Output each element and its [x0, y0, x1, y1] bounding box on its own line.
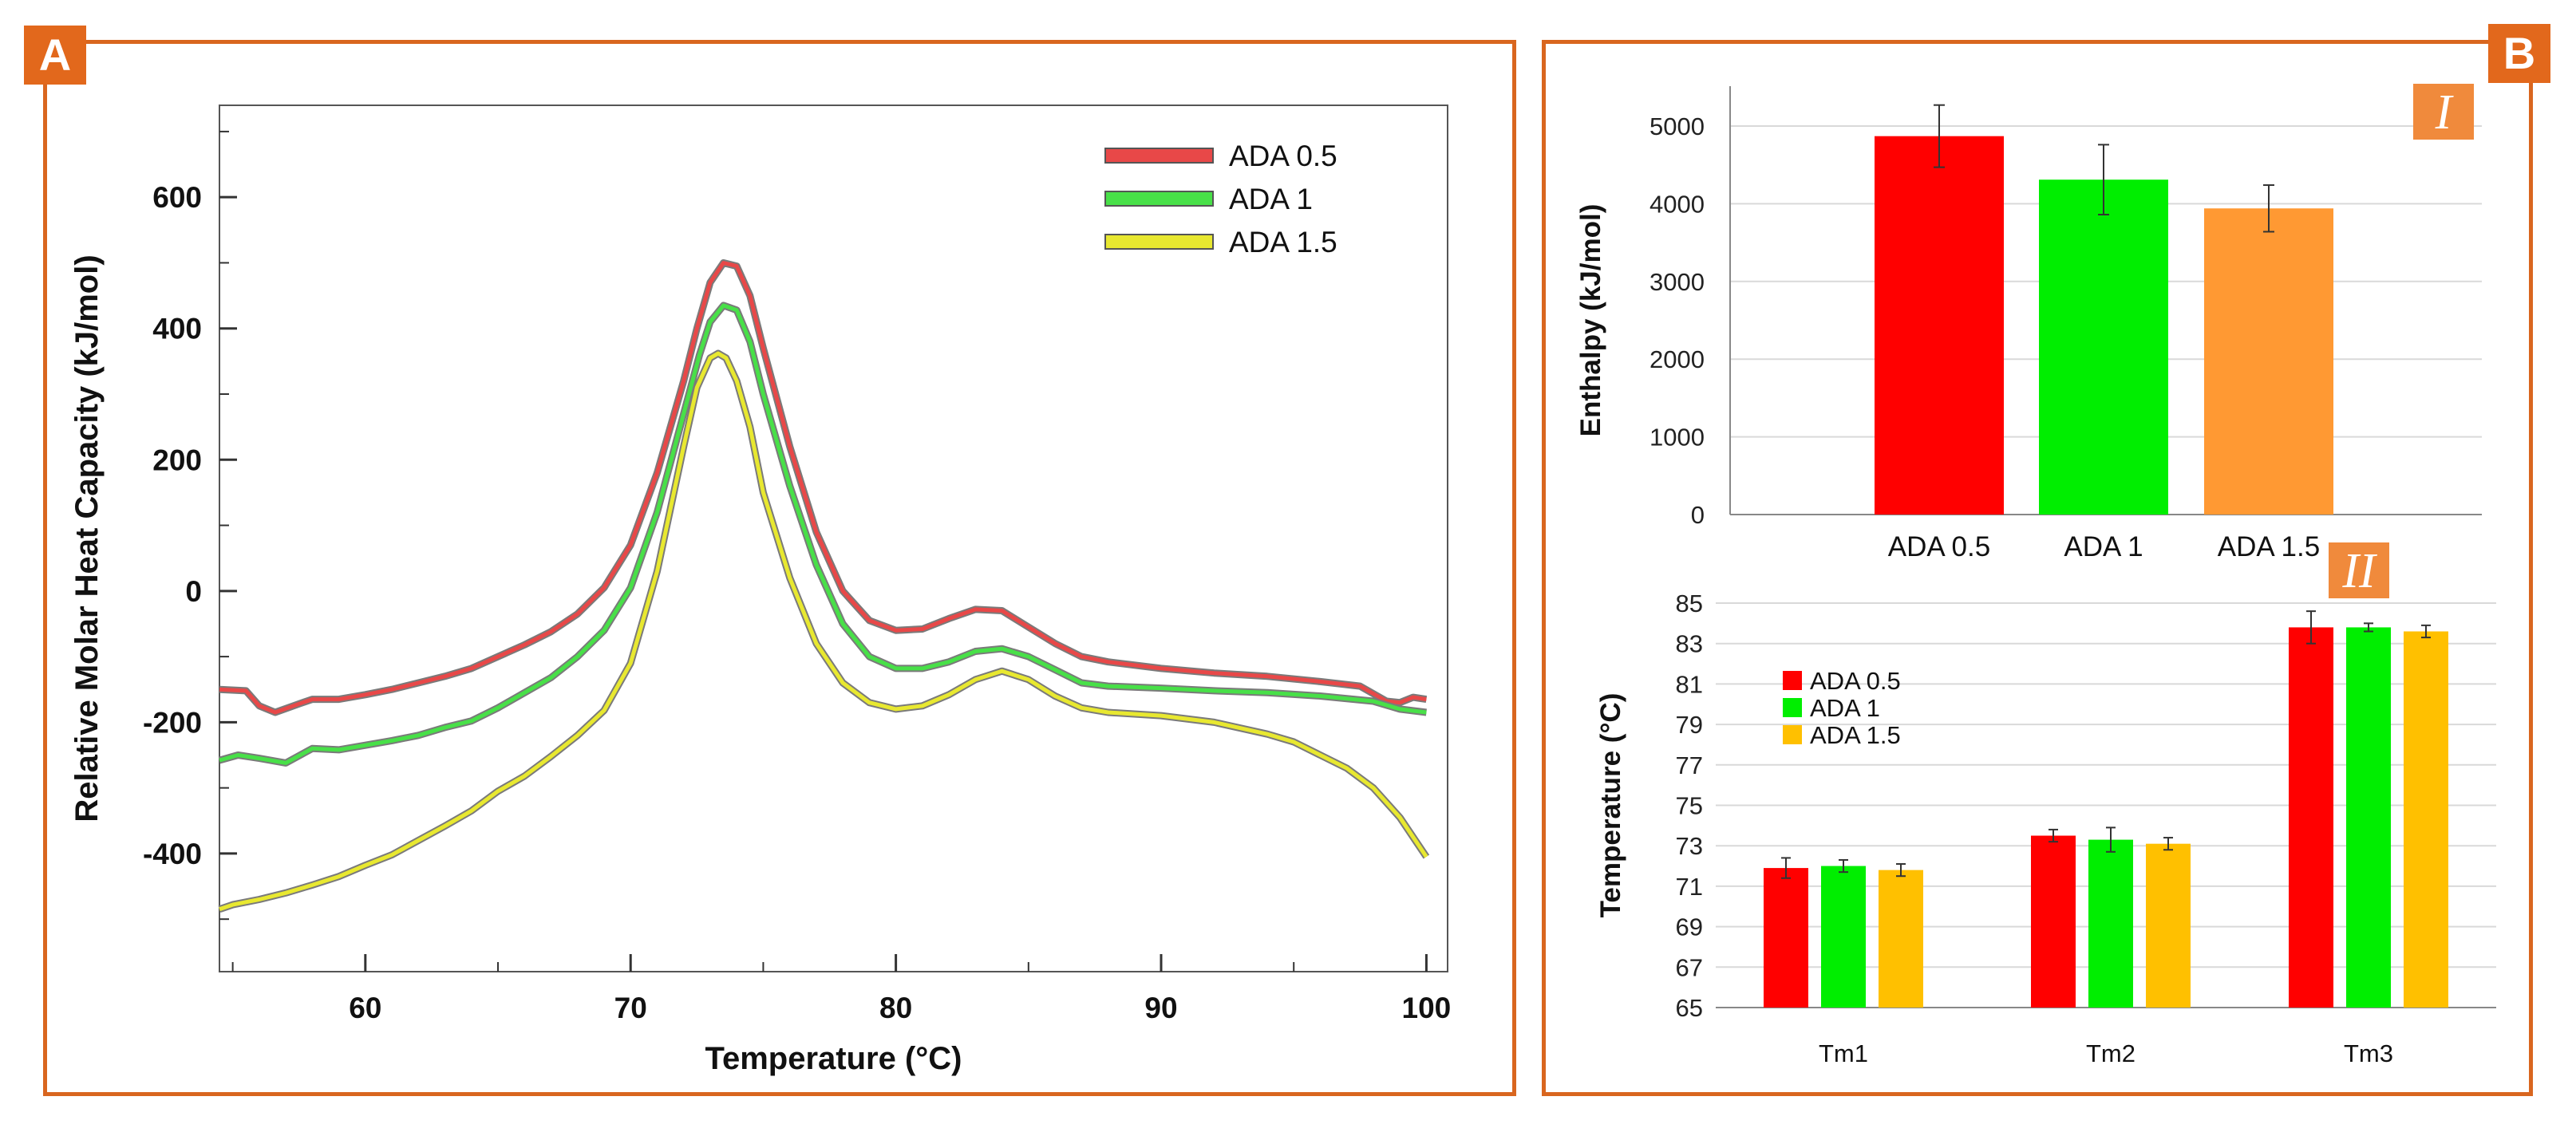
- roman-label-box: [2413, 84, 2474, 140]
- x-tick-label: 90: [1144, 992, 1177, 1024]
- x-axis-title: Temperature (°C): [705, 1041, 962, 1076]
- series-line-ADA-1.5: [219, 351, 1428, 912]
- roman-label: II: [2341, 544, 2378, 598]
- y-tick-label: 85: [1676, 590, 1703, 617]
- bar-ADA-1: [2039, 179, 2168, 515]
- y-tick-label: 0: [185, 575, 202, 608]
- line-chart-a: 60 70 80 90 100 -400 -200 0 200 400 600 ADA 0.5 ADA …: [69, 105, 1451, 1076]
- y-tick-label: 81: [1676, 670, 1703, 698]
- series-line-ADA-1: [219, 303, 1427, 765]
- bar-Tm3-ADA-1.5: [2404, 631, 2448, 1008]
- x-tick-label: ADA 0.5: [1888, 531, 1990, 562]
- legend-swatch: [1783, 671, 1802, 690]
- y-tick-label: 200: [152, 444, 202, 476]
- y-tick-label: 400: [152, 313, 202, 345]
- panel-b-badge: B: [2488, 24, 2550, 83]
- x-tick-label: 70: [614, 992, 647, 1024]
- y-axis-title: Relative Molar Heat Capacity (kJ/mol): [69, 254, 105, 822]
- y-tick-label: 3000: [1650, 268, 1705, 296]
- x-tick-label: Tm2: [2086, 1039, 2135, 1067]
- y-tick-label: 73: [1676, 832, 1703, 860]
- legend-swatch: [1104, 234, 1214, 250]
- y-axis-title: Temperature (°C): [1595, 693, 1626, 918]
- y-tick-label: 600: [152, 181, 202, 214]
- legend-label: ADA 0.5: [1810, 667, 1901, 695]
- bar-ADA-1.5: [2204, 208, 2333, 515]
- series-line-outline: [219, 259, 1428, 716]
- roman-label-box: [2329, 542, 2389, 598]
- plot-area-frame: [219, 105, 1448, 972]
- y-tick-label: 4000: [1650, 190, 1705, 218]
- y-tick-label: 67: [1676, 953, 1703, 981]
- bar-Tm3-ADA-0.5: [2289, 627, 2333, 1008]
- x-tick-label: 80: [879, 992, 912, 1024]
- y-tick-label: 71: [1676, 873, 1703, 901]
- y-tick-label: -200: [143, 706, 202, 739]
- x-tick-label: ADA 1.5: [2218, 531, 2320, 562]
- y-tick-label: -400: [143, 838, 202, 870]
- legend-swatch: [1104, 191, 1214, 207]
- bar-Tm1-ADA-1: [1821, 866, 1866, 1008]
- bar-Tm3-ADA-1: [2346, 627, 2391, 1008]
- y-tick-label: 69: [1676, 913, 1703, 941]
- series-line-outline: [218, 349, 1430, 913]
- y-tick-label: 5000: [1650, 112, 1705, 140]
- bar-ADA-0.5: [1875, 136, 2004, 515]
- roman-label: I: [2435, 85, 2455, 140]
- bar-Tm1-ADA-0.5: [1764, 868, 1808, 1008]
- legend-swatch: [1783, 725, 1802, 744]
- panel-a-badge: A: [24, 26, 86, 85]
- legend-label: ADA 1.5: [1229, 226, 1337, 258]
- x-tick-label: Tm3: [2344, 1039, 2393, 1067]
- y-tick-label: 2000: [1650, 345, 1705, 373]
- legend-label: ADA 1: [1810, 694, 1880, 722]
- x-tick-label: 100: [1402, 992, 1452, 1024]
- x-tick-label: 60: [349, 992, 381, 1024]
- x-tick-label: Tm1: [1819, 1039, 1868, 1067]
- y-tick-label: 83: [1676, 630, 1703, 658]
- series-line-outline: [218, 302, 1427, 767]
- bar-Tm2-ADA-0.5: [2031, 835, 2076, 1008]
- x-tick-label: ADA 1: [2064, 531, 2143, 562]
- legend-swatch: [1783, 698, 1802, 717]
- series-line-ADA-0.5: [219, 261, 1427, 715]
- y-axis-title: Enthalpy (kJ/mol): [1575, 204, 1606, 437]
- y-tick-label: 0: [1691, 501, 1705, 529]
- panel-a-frame: [43, 40, 1516, 1096]
- bar-Tm2-ADA-1.5: [2146, 843, 2191, 1008]
- legend-swatch: [1104, 148, 1214, 164]
- y-tick-label: 75: [1676, 792, 1703, 820]
- y-tick-label: 79: [1676, 711, 1703, 739]
- bar-chart-enthalpy: 0 1000 2000 3000 4000 5000 ADA 0.5 ADA 1 ADA 1.5…: [1575, 84, 2482, 562]
- legend-label: ADA 1: [1229, 183, 1313, 215]
- legend-label: ADA 0.5: [1229, 140, 1337, 172]
- bar-Tm2-ADA-1: [2088, 839, 2133, 1008]
- y-tick-label: 77: [1676, 751, 1703, 779]
- bar-Tm1-ADA-1.5: [1879, 870, 1923, 1008]
- legend-label: ADA 1.5: [1810, 721, 1901, 749]
- y-tick-label: 65: [1676, 994, 1703, 1022]
- y-tick-label: 1000: [1650, 424, 1705, 452]
- panel-b-frame: [1542, 40, 2533, 1096]
